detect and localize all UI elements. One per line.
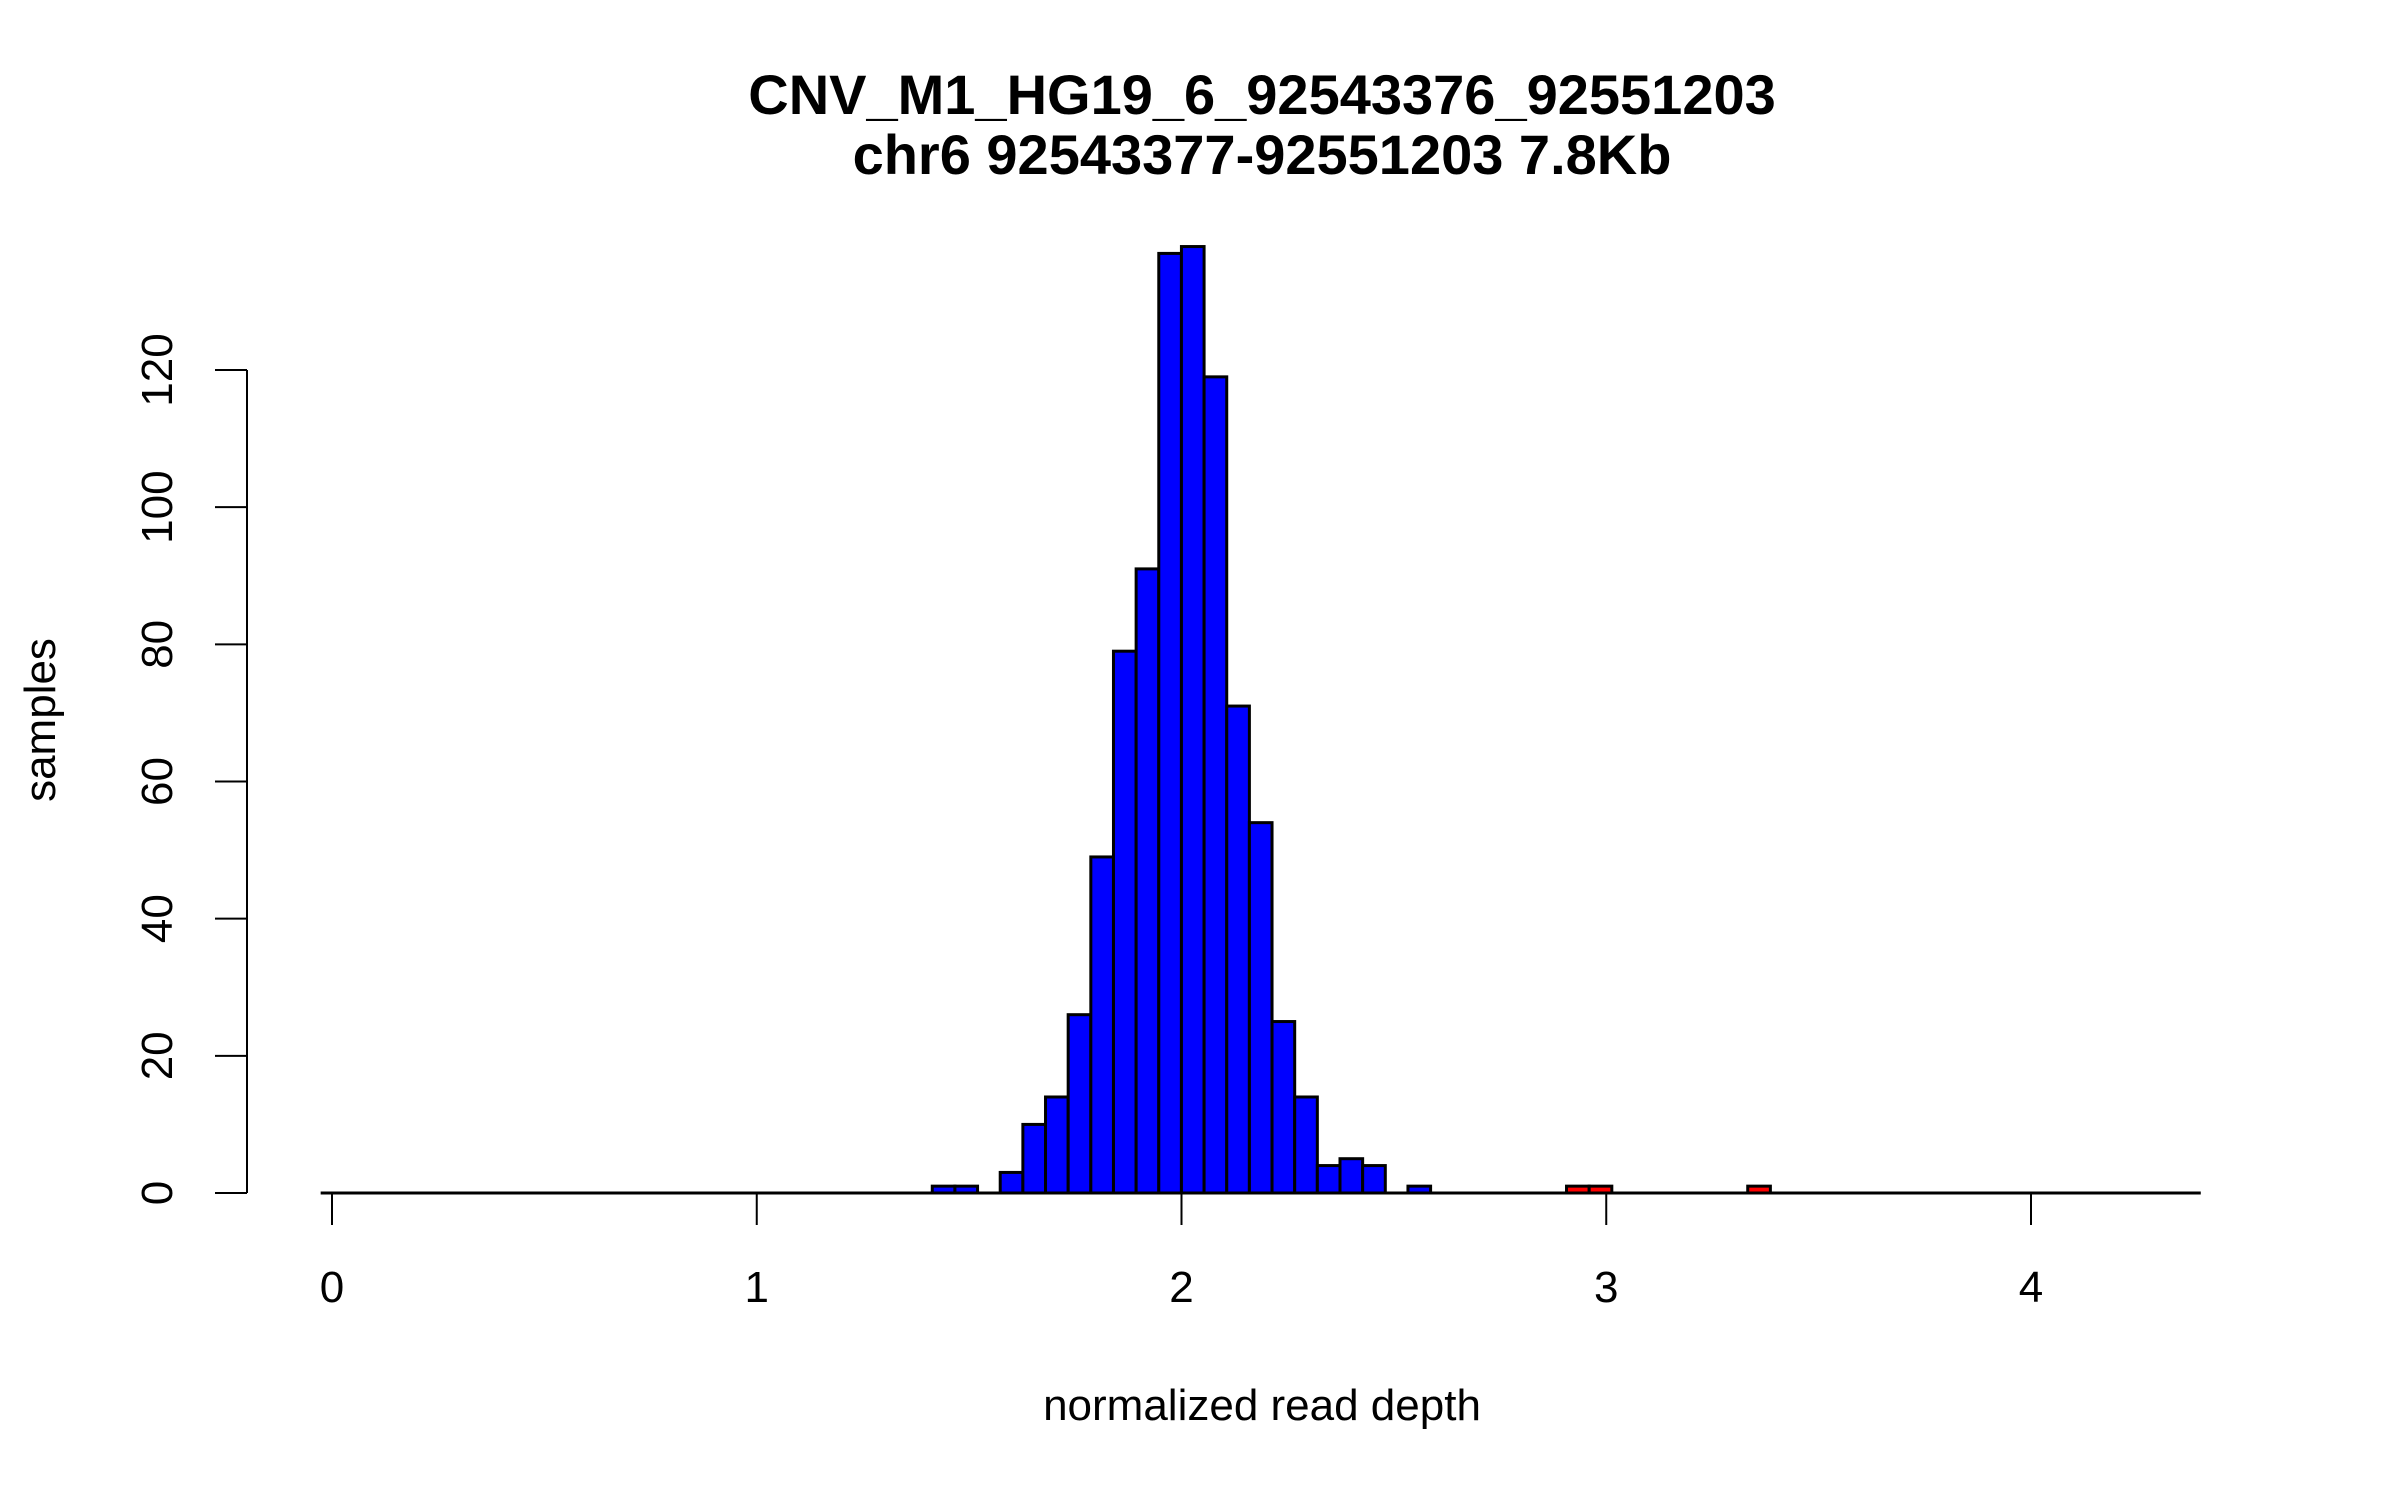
histogram-bar	[1157, 251, 1183, 1195]
histogram-bar	[998, 1170, 1025, 1195]
histogram-bar	[1315, 1164, 1342, 1195]
chart-subtitle: chr6 92543377-92551203 7.8Kb	[853, 123, 1672, 186]
y-tick-label: 100	[133, 470, 182, 543]
histogram-bar	[1293, 1095, 1319, 1195]
histogram-bar	[1361, 1164, 1387, 1195]
x-tick-label: 4	[2019, 1263, 2043, 1312]
histogram-bar	[1247, 821, 1274, 1195]
histogram-bar	[1044, 1095, 1070, 1195]
y-tick-label: 20	[133, 1031, 182, 1080]
histogram-bar	[1202, 375, 1229, 1195]
x-axis-label: normalized read depth	[1043, 1381, 1481, 1430]
y-tick-label: 120	[133, 333, 182, 406]
histogram-bar	[1225, 704, 1251, 1195]
x-tick-label: 2	[1169, 1263, 1193, 1312]
x-tick-label: 1	[745, 1263, 769, 1312]
histogram-bar	[1134, 567, 1161, 1195]
y-tick-label: 0	[133, 1181, 182, 1205]
histogram-bar	[1021, 1122, 1048, 1195]
histogram-bar	[1111, 649, 1138, 1195]
x-tick-label: 0	[320, 1263, 344, 1312]
histogram-bar	[1089, 855, 1115, 1195]
histogram-bar	[1179, 245, 1206, 1195]
y-tick-label: 60	[133, 757, 182, 806]
chart-title: CNV_M1_HG19_6_92543376_92551203	[748, 63, 1776, 126]
histogram-bar	[1270, 1020, 1297, 1195]
y-tick-label: 40	[133, 894, 182, 943]
bars-group	[930, 245, 1772, 1195]
x-tick-label: 3	[1594, 1263, 1618, 1312]
y-axis: 0 20 40 60 80 100 120	[133, 333, 248, 1205]
y-axis-label: samples	[16, 638, 65, 802]
histogram-bar	[1066, 1013, 1093, 1195]
y-tick-label: 80	[133, 620, 182, 669]
x-axis: 0 1 2 3 4	[320, 1191, 2201, 1312]
histogram-bar	[1338, 1157, 1365, 1195]
